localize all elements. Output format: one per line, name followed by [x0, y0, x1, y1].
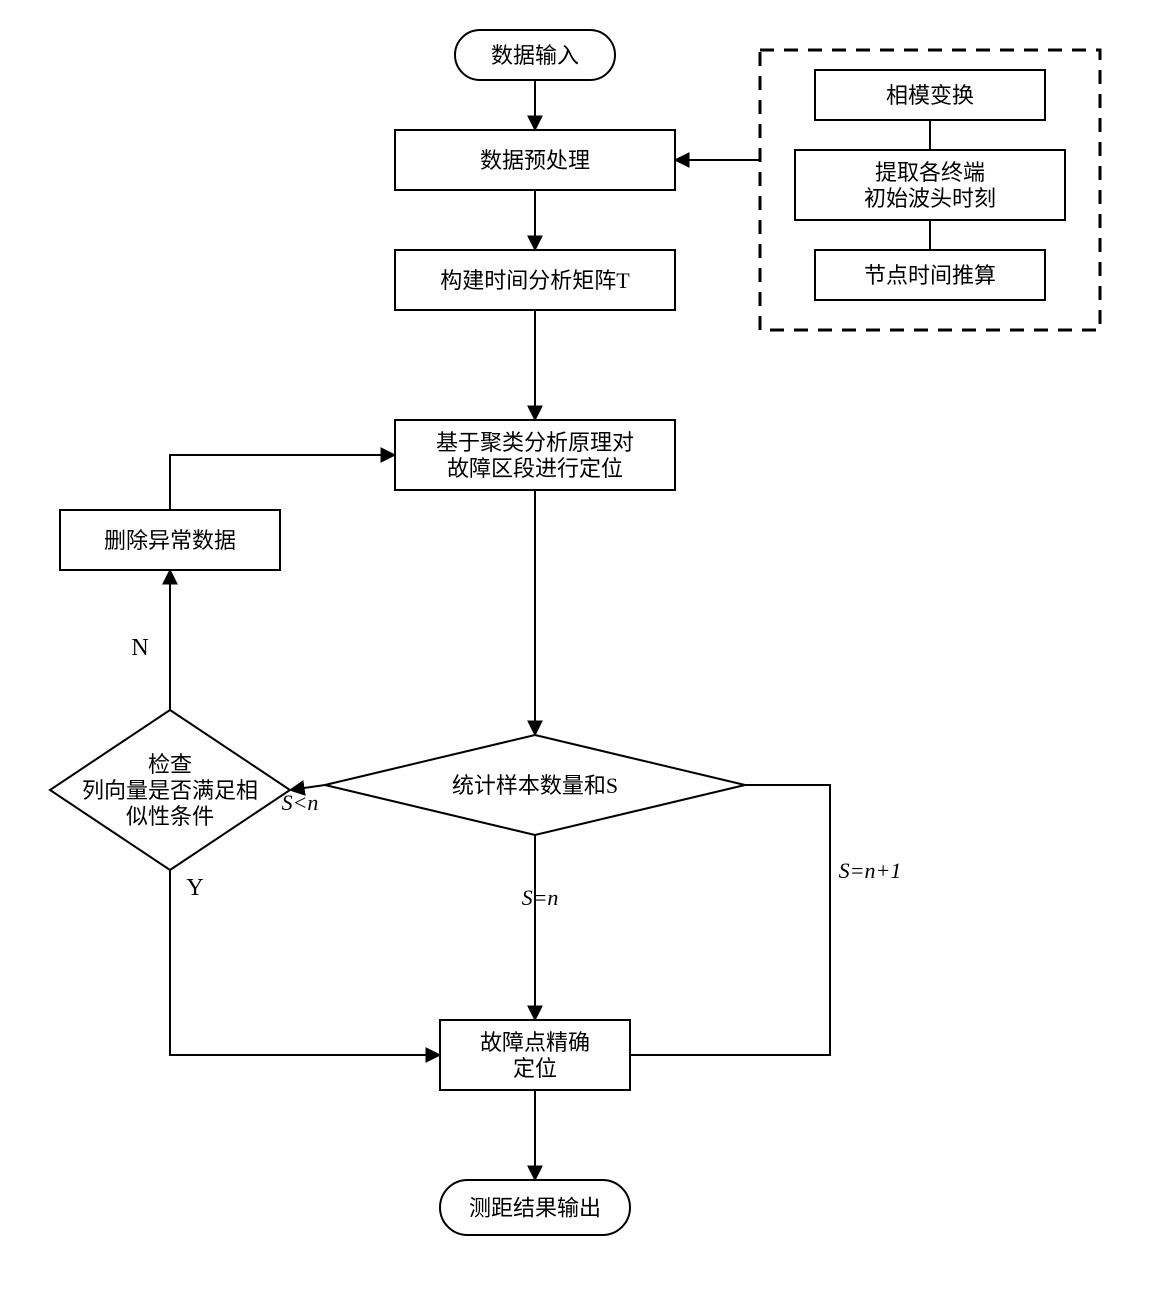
svg-text:相模变换: 相模变换: [886, 83, 974, 108]
edge-layer: S=n S<n N Y S=n+1: [131, 80, 930, 1180]
node-buildT: 构建时间分析矩阵T: [395, 250, 675, 310]
node-precise: 故障点精确定位: [440, 1020, 630, 1090]
node-start: 数据输入: [455, 30, 615, 80]
svg-text:构建时间分析矩阵T: 构建时间分析矩阵T: [440, 268, 630, 293]
node-sub1: 相模变换: [815, 70, 1045, 120]
svg-text:初始波头时刻: 初始波头时刻: [864, 186, 996, 211]
svg-text:列向量是否满足相: 列向量是否满足相: [82, 778, 258, 803]
edge-label-countS-precise: S=n+1: [839, 858, 902, 883]
svg-text:故障区段进行定位: 故障区段进行定位: [447, 456, 623, 481]
svg-text:似性条件: 似性条件: [126, 804, 214, 829]
svg-text:定位: 定位: [513, 1056, 557, 1081]
svg-text:数据输入: 数据输入: [491, 43, 579, 68]
node-sub3: 节点时间推算: [815, 250, 1045, 300]
node-countS: 统计样本数量和S: [325, 735, 745, 835]
edge-label-countS-checkVec: S<n: [282, 790, 319, 815]
svg-text:删除异常数据: 删除异常数据: [104, 528, 236, 553]
svg-text:故障点精确: 故障点精确: [480, 1030, 590, 1055]
svg-text:基于聚类分析原理对: 基于聚类分析原理对: [436, 430, 634, 455]
svg-text:检查: 检查: [148, 752, 192, 777]
edge-label-checkVec-delAbnorm: N: [131, 635, 148, 661]
edge-countS-precise: [630, 785, 830, 1055]
svg-text:数据预处理: 数据预处理: [480, 148, 590, 173]
node-delAbnorm: 删除异常数据: [60, 510, 280, 570]
svg-text:统计样本数量和S: 统计样本数量和S: [452, 773, 618, 798]
edge-label-checkVec-precise: Y: [186, 875, 203, 901]
node-checkVec: 检查列向量是否满足相似性条件: [50, 710, 290, 870]
node-end: 测距结果输出: [440, 1180, 630, 1235]
edge-delAbnorm-cluster: [170, 455, 395, 510]
svg-text:测距结果输出: 测距结果输出: [469, 1196, 601, 1221]
svg-text:节点时间推算: 节点时间推算: [864, 263, 996, 288]
edge-label-countS-precise: S=n: [522, 885, 559, 910]
svg-text:提取各终端: 提取各终端: [875, 160, 985, 185]
node-cluster: 基于聚类分析原理对故障区段进行定位: [395, 420, 675, 490]
node-sub2: 提取各终端初始波头时刻: [795, 150, 1065, 220]
node-preprocess: 数据预处理: [395, 130, 675, 190]
edge-checkVec-precise: [170, 870, 440, 1055]
